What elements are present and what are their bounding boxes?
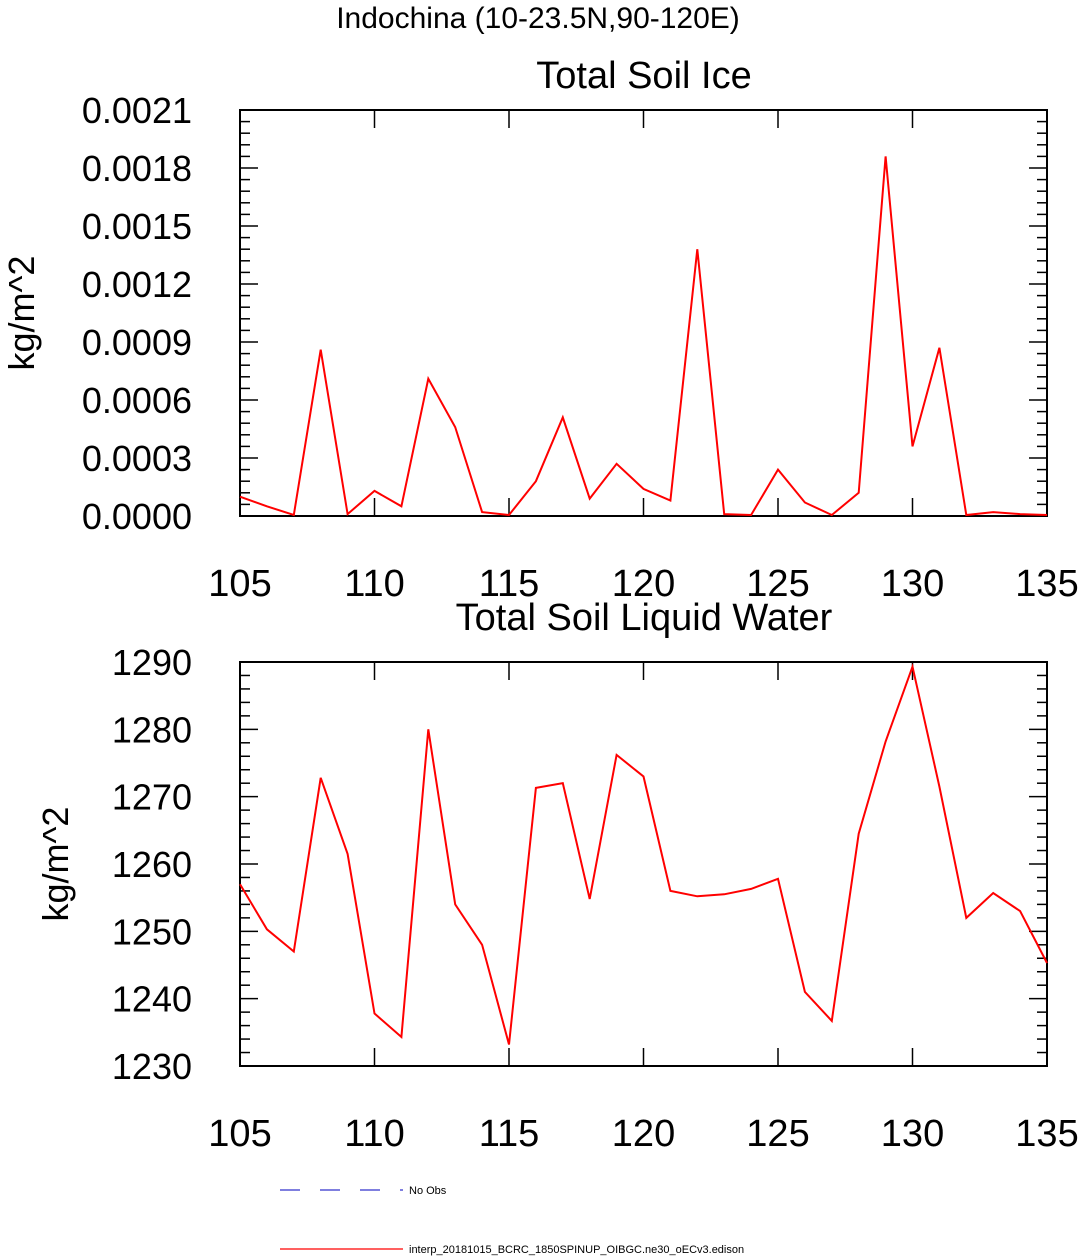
soil-liquid-water-y-tick-label: 1250 [112, 911, 192, 952]
soil-liquid-water-y-tick-label: 1280 [112, 709, 192, 750]
soil-ice-y-tick-label: 0.0003 [82, 438, 192, 479]
soil-ice-plot-frame [239, 109, 1048, 517]
soil-ice-y-tick-label: 0.0009 [82, 322, 192, 363]
legend-no-obs-label: No Obs [409, 1185, 447, 1197]
soil-liquid-water-x-tick-label: 125 [746, 1113, 809, 1155]
soil-ice-title: Total Soil Ice [536, 55, 751, 97]
soil-liquid-water-y-tick-label: 1260 [112, 844, 192, 885]
soil-liquid-water-x-tick-label: 120 [612, 1113, 675, 1155]
soil-liquid-water-series-line [239, 663, 1048, 1045]
soil-ice-series [239, 156, 1048, 517]
legend: No Obs interp_20181015_BCRC_1850SPINUP_O… [280, 1185, 744, 1256]
soil-liquid-water-x-tick-label: 130 [881, 1113, 944, 1155]
soil-ice-x-tick-label: 110 [344, 563, 405, 605]
soil-liquid-water-x-tick-label: 110 [344, 1113, 405, 1155]
soil-ice-y-tick-label: 0.0021 [82, 90, 192, 131]
soil-liquid-water-y-tick-label: 1270 [112, 777, 192, 818]
soil-liquid-water-x-tick-label: 135 [1015, 1113, 1078, 1155]
soil-ice-x-tick-label: 115 [479, 563, 540, 605]
soil-liquid-water-ylabel: kg/m^2 [35, 807, 76, 922]
soil-ice-x-tick-label: 125 [746, 563, 809, 605]
soil-liquid-water-y-tick-labels: 1230 1240 1250 1260 1270 1280 1290 [112, 642, 192, 1087]
soil-ice-y-tick-label: 0.0015 [82, 206, 192, 247]
soil-liquid-water-title: Total Soil Liquid Water [456, 597, 833, 639]
legend-model-label: interp_20181015_BCRC_1850SPINUP_OIBGC.ne… [409, 1244, 744, 1256]
soil-liquid-water-panel: Total Soil Liquid Water kg/m^2 105 110 115… [35, 597, 1079, 1155]
soil-ice-y-tick-label: 0.0000 [82, 496, 192, 537]
soil-ice-y-tick-labels: 0.0000 0.0003 0.0006 0.0009 0.0012 0.0015 0.00… [82, 90, 192, 537]
soil-ice-x-tick-label: 130 [881, 563, 944, 605]
figure-suptitle: Indochina (10-23.5N,90-120E) [336, 2, 740, 35]
soil-liquid-water-y-tick-label: 1230 [112, 1046, 192, 1087]
soil-ice-x-tick-labels: 105 110 115 120 125 130 135 [208, 563, 1078, 605]
soil-liquid-water-series [239, 663, 1048, 1045]
soil-ice-y-tick-label: 0.0012 [82, 264, 192, 305]
soil-liquid-water-x-tick-label: 105 [208, 1113, 271, 1155]
soil-ice-y-tick-label: 0.0006 [82, 380, 192, 421]
soil-liquid-water-x-tick-labels: 105 110 115 120 125 130 135 [208, 1113, 1078, 1155]
soil-ice-ylabel: kg/m^2 [1, 256, 42, 371]
soil-liquid-water-x-tick-label: 115 [479, 1113, 540, 1155]
soil-liquid-water-y-tick-label: 1240 [112, 979, 192, 1020]
soil-ice-x-tick-label: 135 [1015, 563, 1078, 605]
soil-ice-x-tick-label: 105 [208, 563, 271, 605]
soil-ice-x-tick-label: 120 [612, 563, 675, 605]
soil-ice-panel: Total Soil Ice kg/m^2 105 110 115 120 125 130… [1, 55, 1079, 605]
soil-ice-series-line [239, 156, 1048, 517]
soil-ice-ticks [239, 109, 1048, 517]
soil-ice-y-tick-label: 0.0018 [82, 148, 192, 189]
soil-liquid-water-y-tick-label: 1290 [112, 642, 192, 683]
